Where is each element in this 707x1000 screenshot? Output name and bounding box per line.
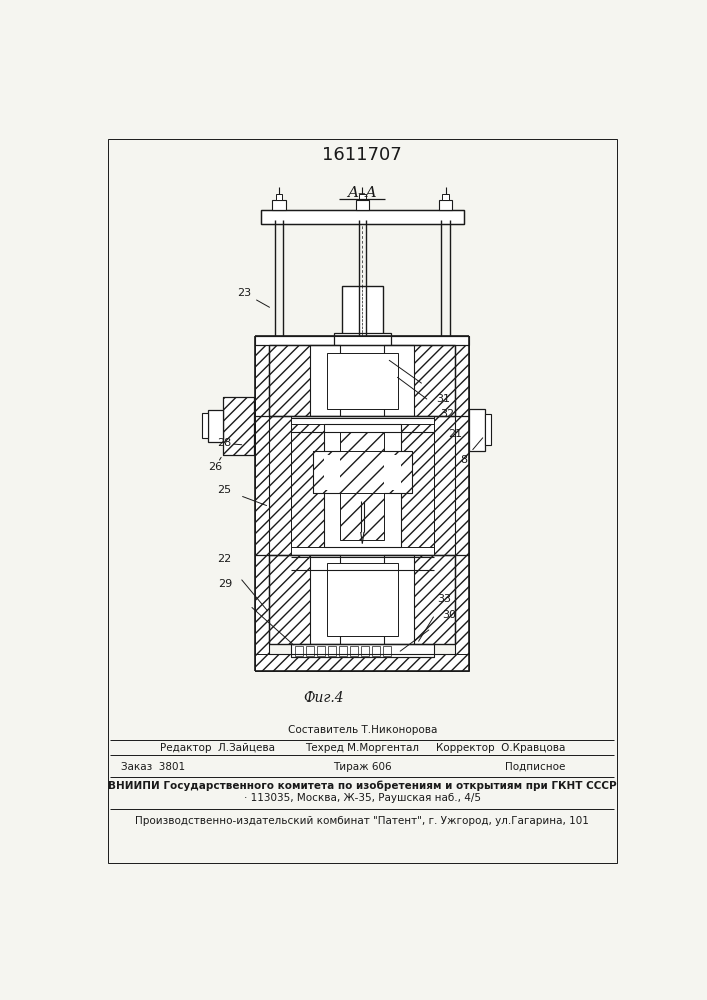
Bar	[358, 420, 366, 430]
Text: 29: 29	[218, 579, 233, 589]
Bar	[361, 646, 369, 656]
Bar	[299, 420, 307, 430]
Text: 31: 31	[436, 394, 450, 404]
Bar	[350, 646, 358, 656]
Bar	[310, 345, 414, 416]
Bar	[255, 416, 291, 555]
Bar	[223, 397, 255, 455]
Bar	[327, 353, 398, 409]
Bar	[261, 210, 464, 224]
Bar	[296, 646, 303, 656]
Bar	[312, 558, 320, 569]
Text: 22: 22	[217, 554, 231, 564]
Bar	[401, 424, 433, 547]
Text: Тираж 606: Тираж 606	[333, 762, 392, 772]
Bar	[385, 455, 401, 490]
Text: ВНИИПИ Государственного комитета по изобретениям и открытиям при ГКНТ СССР: ВНИИПИ Государственного комитета по изоб…	[108, 781, 617, 791]
Bar	[484, 414, 491, 445]
Bar	[255, 336, 469, 345]
Bar	[346, 420, 354, 430]
Bar	[324, 420, 332, 430]
Bar	[372, 646, 380, 656]
Bar	[383, 646, 391, 656]
Bar	[334, 333, 391, 349]
Text: A–A: A–A	[348, 186, 377, 200]
Bar	[443, 194, 449, 200]
Bar	[201, 413, 208, 438]
Bar	[317, 646, 325, 656]
Text: 33: 33	[438, 594, 452, 604]
Bar	[469, 409, 484, 451]
Bar	[310, 345, 341, 416]
Bar	[291, 416, 433, 555]
Bar	[439, 200, 452, 210]
Text: 32: 32	[440, 409, 455, 419]
Bar	[291, 424, 324, 547]
Bar	[346, 558, 354, 569]
Bar	[455, 336, 469, 654]
Bar	[327, 563, 398, 636]
Bar	[370, 558, 378, 569]
Bar	[291, 418, 433, 432]
Bar	[310, 555, 414, 644]
Text: 28: 28	[217, 438, 231, 448]
Bar	[299, 558, 307, 569]
Bar	[339, 646, 347, 656]
Text: Подписное: Подписное	[505, 762, 565, 772]
Bar	[269, 555, 310, 644]
Bar	[342, 286, 382, 336]
Bar	[291, 644, 433, 657]
Bar	[312, 420, 320, 430]
Bar	[255, 336, 269, 654]
Bar	[385, 345, 414, 416]
Text: Редактор  Л.Зайцева: Редактор Л.Зайцева	[160, 743, 274, 753]
Bar	[272, 200, 286, 210]
Bar	[310, 555, 341, 644]
Text: 1611707: 1611707	[322, 146, 402, 164]
Bar	[306, 646, 314, 656]
Text: Техред М.Моргентал: Техред М.Моргентал	[305, 743, 419, 753]
Bar	[358, 558, 366, 569]
Bar	[208, 410, 223, 442]
Bar	[359, 194, 366, 200]
Bar	[291, 557, 433, 570]
Bar	[370, 420, 378, 430]
Bar	[255, 654, 469, 671]
Text: 26: 26	[209, 462, 223, 472]
Text: Корректор  О.Кравцова: Корректор О.Кравцова	[436, 743, 565, 753]
Text: 21: 21	[448, 429, 462, 439]
Bar	[433, 416, 469, 555]
Text: Фиг.4: Фиг.4	[304, 690, 344, 704]
Bar	[328, 646, 336, 656]
Bar	[324, 558, 332, 569]
Text: · 113035, Москва, Ж-35, Раушская наб., 4/5: · 113035, Москва, Ж-35, Раушская наб., 4…	[244, 793, 481, 803]
Bar	[341, 432, 385, 540]
Bar	[223, 397, 255, 455]
Bar	[324, 455, 341, 490]
Text: 30: 30	[442, 610, 456, 620]
Text: 23: 23	[238, 288, 252, 298]
Bar	[269, 345, 310, 416]
Text: 8: 8	[460, 455, 467, 465]
Bar	[385, 555, 414, 644]
Bar	[276, 194, 282, 200]
Text: Производственно-издательский комбинат "Патент", г. Ужгород, ул.Гагарина, 101: Производственно-издательский комбинат "П…	[136, 816, 589, 826]
Bar	[414, 555, 455, 644]
Bar	[324, 424, 401, 547]
Text: 25: 25	[217, 485, 231, 495]
Bar	[313, 451, 411, 493]
Text: Составитель Т.Никонорова: Составитель Т.Никонорова	[288, 725, 437, 735]
Text: Заказ  3801: Заказ 3801	[122, 762, 185, 772]
Bar	[356, 200, 369, 210]
Bar	[414, 345, 455, 416]
